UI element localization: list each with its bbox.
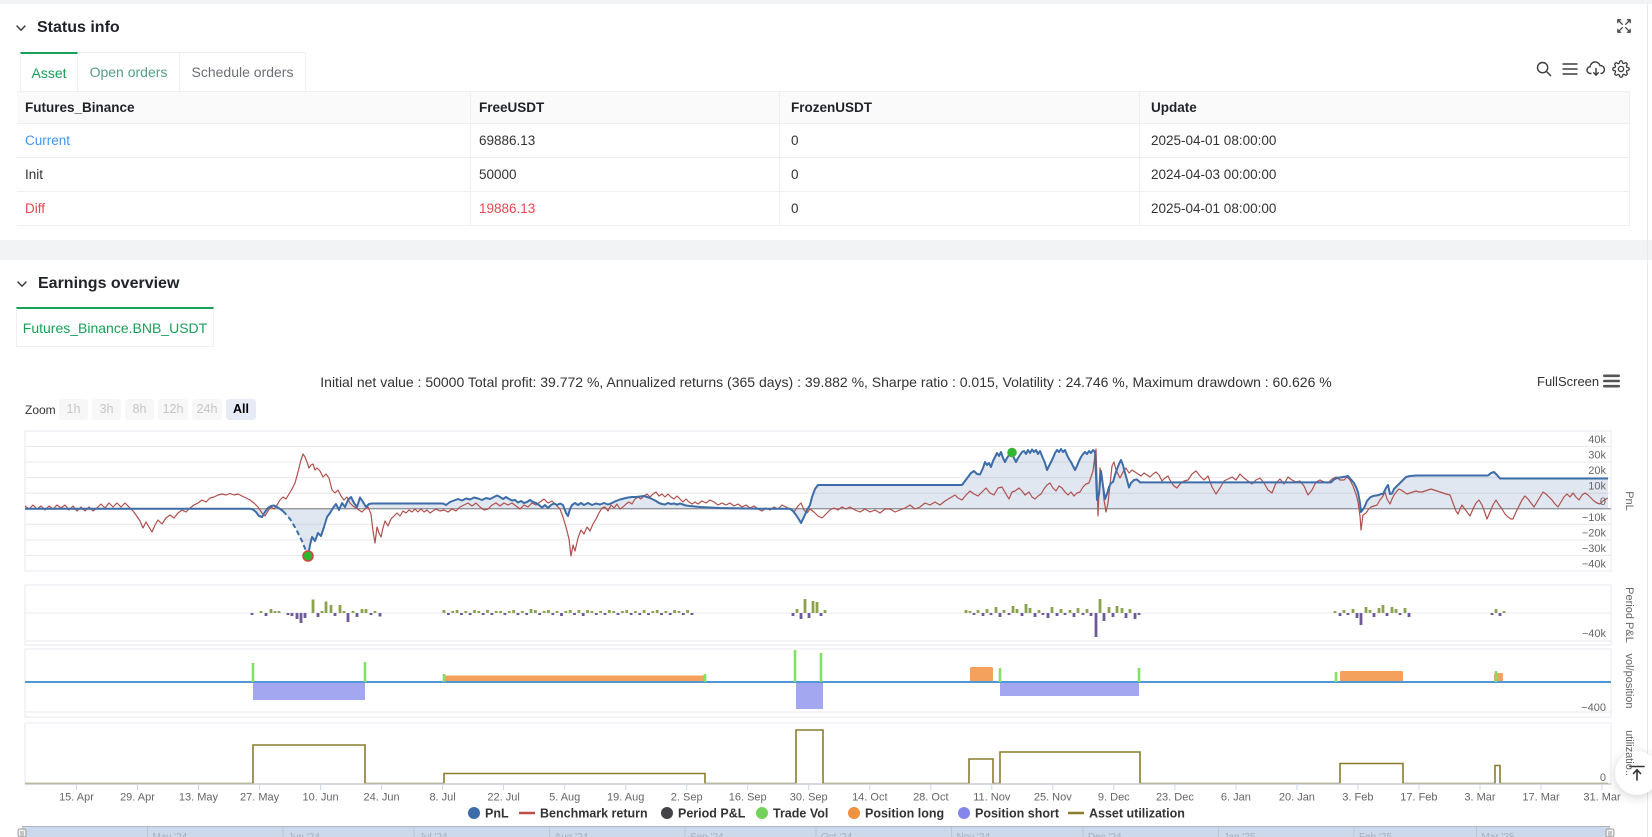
svg-text:Period P&L: Period P&L <box>678 807 746 821</box>
svg-text:28. Oct: 28. Oct <box>913 792 948 804</box>
svg-text:30k: 30k <box>1588 450 1606 462</box>
svg-text:0: 0 <box>1600 772 1606 784</box>
svg-text:8. Jul: 8. Jul <box>429 792 455 804</box>
svg-text:20k: 20k <box>1588 465 1606 477</box>
svg-text:−400: −400 <box>1581 702 1606 714</box>
svg-text:Jul '24: Jul '24 <box>419 832 448 837</box>
svg-text:−40k: −40k <box>1582 559 1607 571</box>
svg-text:Nov '24: Nov '24 <box>957 832 991 837</box>
svg-text:9. Dec: 9. Dec <box>1098 792 1130 804</box>
svg-text:17. Feb: 17. Feb <box>1400 792 1437 804</box>
svg-text:6. Jan: 6. Jan <box>1221 792 1251 804</box>
svg-text:10. Jun: 10. Jun <box>303 792 339 804</box>
svg-text:5. Aug: 5. Aug <box>549 792 580 804</box>
svg-text:Trade Vol: Trade Vol <box>773 807 828 821</box>
svg-text:29. Apr: 29. Apr <box>120 792 155 804</box>
svg-text:24. Jun: 24. Jun <box>364 792 400 804</box>
svg-text:PnL: PnL <box>1623 491 1635 511</box>
svg-text:13. May: 13. May <box>179 792 219 804</box>
svg-text:14. Oct: 14. Oct <box>852 792 887 804</box>
svg-text:3. Mar: 3. Mar <box>1464 792 1496 804</box>
svg-text:30. Sep: 30. Sep <box>790 792 828 804</box>
svg-text:3. Feb: 3. Feb <box>1342 792 1373 804</box>
svg-text:16. Sep: 16. Sep <box>729 792 767 804</box>
svg-text:Sep '24: Sep '24 <box>690 832 724 837</box>
svg-text:−20k: −20k <box>1582 527 1607 539</box>
svg-text:2. Sep: 2. Sep <box>671 792 703 804</box>
svg-text:Aug '24: Aug '24 <box>555 832 589 837</box>
svg-text:10k: 10k <box>1588 481 1606 493</box>
svg-text:19. Aug: 19. Aug <box>607 792 644 804</box>
svg-text:40k: 40k <box>1588 434 1606 446</box>
svg-text:Mar '25: Mar '25 <box>1482 832 1515 837</box>
svg-text:Dec '24: Dec '24 <box>1088 832 1122 837</box>
svg-text:−40k: −40k <box>1582 628 1607 640</box>
svg-text:May '24: May '24 <box>153 832 188 837</box>
svg-text:23. Dec: 23. Dec <box>1156 792 1194 804</box>
svg-text:Feb '25: Feb '25 <box>1359 832 1392 837</box>
svg-text:25. Nov: 25. Nov <box>1034 792 1072 804</box>
svg-text:20. Jan: 20. Jan <box>1279 792 1315 804</box>
svg-text:vol/position: vol/position <box>1623 653 1635 708</box>
svg-text:−30k: −30k <box>1582 543 1607 555</box>
svg-text:Jun '24: Jun '24 <box>288 832 320 837</box>
svg-text:17. Mar: 17. Mar <box>1522 792 1560 804</box>
svg-text:27. May: 27. May <box>240 792 280 804</box>
svg-text:11. Nov: 11. Nov <box>973 792 1011 804</box>
svg-text:Period P&L: Period P&L <box>1623 587 1635 643</box>
svg-text:utilizatio..: utilizatio.. <box>1623 730 1635 776</box>
svg-text:Oct '24: Oct '24 <box>821 832 853 837</box>
svg-text:Asset utilization: Asset utilization <box>1089 807 1185 821</box>
svg-text:Benchmark return: Benchmark return <box>540 807 648 821</box>
svg-text:22. Jul: 22. Jul <box>487 792 519 804</box>
svg-text:Position short: Position short <box>975 807 1060 821</box>
svg-text:PnL: PnL <box>485 807 509 821</box>
svg-text:31. Mar: 31. Mar <box>1583 792 1621 804</box>
svg-text:−10k: −10k <box>1582 512 1607 524</box>
svg-text:Jan '25: Jan '25 <box>1224 832 1256 837</box>
svg-text:0: 0 <box>1600 496 1606 508</box>
svg-text:Position long: Position long <box>865 807 944 821</box>
svg-text:15. Apr: 15. Apr <box>59 792 94 804</box>
